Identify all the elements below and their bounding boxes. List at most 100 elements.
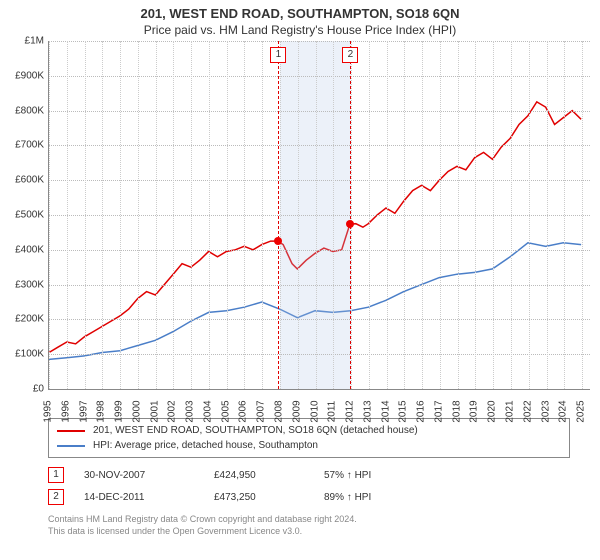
ytick-label: £200K [0, 314, 44, 325]
gridline-h [49, 180, 590, 181]
sales-table: 1 30-NOV-2007£424,95057% ↑ HPI 2 14-DEC-201… [48, 464, 570, 508]
sale-number-box: 1 [48, 467, 64, 483]
gridline-v [369, 41, 370, 389]
sale-marker-line [350, 41, 351, 389]
sale-price: £424,950 [214, 470, 324, 481]
ytick-label: £100K [0, 349, 44, 360]
gridline-v [422, 41, 423, 389]
gridline-h [49, 41, 590, 42]
xtick-label: 2022 [522, 400, 533, 422]
ytick-label: £600K [0, 175, 44, 186]
ytick-label: £500K [0, 210, 44, 221]
xtick-label: 2019 [469, 400, 480, 422]
xtick-label: 2001 [149, 400, 160, 422]
xtick-label: 2017 [433, 400, 444, 422]
sale-marker-dot [346, 220, 354, 228]
xtick-label: 2011 [327, 401, 338, 423]
gridline-v [85, 41, 86, 389]
xtick-label: 2021 [505, 400, 516, 422]
xtick-label: 2016 [416, 400, 427, 422]
sale-pct-vs-hpi: 89% ↑ HPI [324, 492, 424, 503]
sale-pct-vs-hpi: 57% ↑ HPI [324, 470, 424, 481]
xtick-label: 2023 [540, 400, 551, 422]
sale-price: £473,250 [214, 492, 324, 503]
chart-title: 201, WEST END ROAD, SOUTHAMPTON, SO18 6Q… [0, 0, 600, 21]
sale-number-box: 2 [48, 489, 64, 505]
gridline-v [440, 41, 441, 389]
legend-swatch [57, 430, 85, 432]
gridline-v [511, 41, 512, 389]
sale-marker-line [278, 41, 279, 389]
chart-subtitle: Price paid vs. HM Land Registry's House … [0, 21, 600, 41]
gridline-h [49, 319, 590, 320]
ytick-label: £700K [0, 140, 44, 151]
xtick-label: 2013 [362, 400, 373, 422]
gridline-v [387, 41, 388, 389]
gridline-h [49, 215, 590, 216]
ytick-label: £1M [0, 36, 44, 47]
gridline-v [404, 41, 405, 389]
chart-plot-area: 12 [48, 41, 590, 390]
gridline-v [316, 41, 317, 389]
gridline-v [173, 41, 174, 389]
gridline-v [280, 41, 281, 389]
ytick-label: £300K [0, 279, 44, 290]
xtick-label: 2025 [576, 400, 587, 422]
sale-row: 1 30-NOV-2007£424,95057% ↑ HPI [48, 464, 570, 486]
xtick-label: 2012 [345, 400, 356, 422]
gridline-v [529, 41, 530, 389]
gridline-v [209, 41, 210, 389]
xtick-label: 2009 [291, 400, 302, 422]
ytick-label: £0 [0, 384, 44, 395]
sale-date: 14-DEC-2011 [84, 492, 214, 503]
gridline-v [493, 41, 494, 389]
xtick-label: 2018 [451, 400, 462, 422]
gridline-v [191, 41, 192, 389]
sale-row: 2 14-DEC-2011£473,25089% ↑ HPI [48, 486, 570, 508]
sale-marker-number: 2 [342, 47, 358, 63]
legend-label: 201, WEST END ROAD, SOUTHAMPTON, SO18 6Q… [93, 425, 418, 436]
xtick-label: 2008 [274, 400, 285, 422]
ytick-label: £800K [0, 105, 44, 116]
ytick-label: £400K [0, 244, 44, 255]
xtick-label: 2005 [220, 400, 231, 422]
gridline-v [262, 41, 263, 389]
sale-marker-dot [274, 237, 282, 245]
legend-swatch [57, 445, 85, 447]
gridline-h [49, 145, 590, 146]
legend-item: HPI: Average price, detached house, Sout… [57, 438, 561, 453]
xtick-label: 2004 [202, 400, 213, 422]
xtick-label: 1995 [43, 400, 54, 422]
ytick-label: £900K [0, 70, 44, 81]
legend-item: 201, WEST END ROAD, SOUTHAMPTON, SO18 6Q… [57, 423, 561, 438]
xtick-label: 2024 [558, 400, 569, 422]
gridline-v [458, 41, 459, 389]
gridline-v [156, 41, 157, 389]
gridline-h [49, 354, 590, 355]
xtick-label: 2020 [487, 400, 498, 422]
gridline-h [49, 111, 590, 112]
legend-label: HPI: Average price, detached house, Sout… [93, 440, 318, 451]
gridline-h [49, 250, 590, 251]
sale-date: 30-NOV-2007 [84, 470, 214, 481]
gridline-h [49, 76, 590, 77]
xtick-label: 1999 [114, 400, 125, 422]
xtick-label: 1997 [78, 400, 89, 422]
xtick-label: 2002 [167, 400, 178, 422]
xtick-label: 2014 [380, 400, 391, 422]
gridline-v [49, 41, 50, 389]
gridline-v [120, 41, 121, 389]
gridline-v [564, 41, 565, 389]
gridline-v [582, 41, 583, 389]
xtick-label: 2010 [309, 400, 320, 422]
gridline-v [102, 41, 103, 389]
xtick-label: 1998 [96, 400, 107, 422]
chart-legend: 201, WEST END ROAD, SOUTHAMPTON, SO18 6Q… [48, 418, 570, 458]
xtick-label: 2007 [256, 400, 267, 422]
footer-line-1: Contains HM Land Registry data © Crown c… [48, 514, 570, 526]
footer-attribution: Contains HM Land Registry data © Crown c… [48, 514, 570, 537]
footer-line-2: This data is licensed under the Open Gov… [48, 526, 570, 538]
gridline-v [244, 41, 245, 389]
sale-marker-number: 1 [270, 47, 286, 63]
gridline-v [298, 41, 299, 389]
